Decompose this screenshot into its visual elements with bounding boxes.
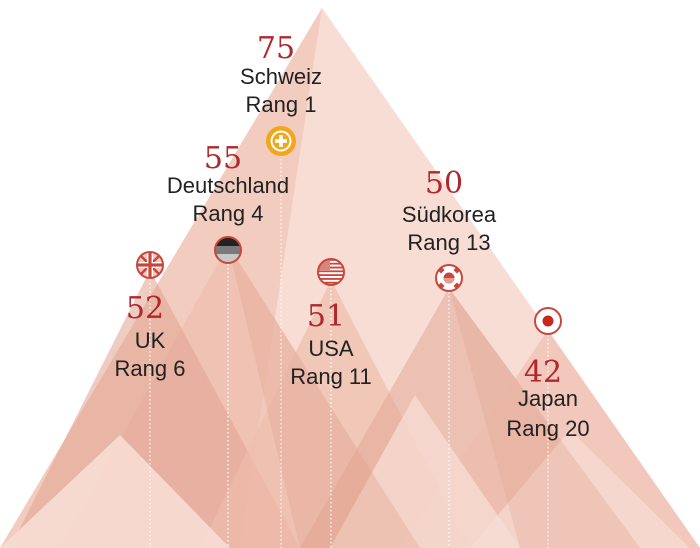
- score-value: 75: [257, 31, 295, 66]
- rank-label: Rang 13: [407, 230, 490, 255]
- country-name: Südkorea: [402, 202, 497, 227]
- rank-label: Rang 11: [290, 364, 372, 389]
- foothill-mid: [330, 395, 520, 548]
- uk-flag-icon: [136, 251, 164, 279]
- rank-label: Rang 1: [246, 92, 317, 117]
- deutschland-mountain-face: [228, 245, 420, 548]
- score-value: 51: [307, 299, 345, 334]
- switzerland-flag-icon: [266, 126, 296, 156]
- south-korea-flag-icon: [435, 264, 463, 292]
- japan-flag-icon: [534, 307, 562, 335]
- usa-flag-icon: [317, 258, 345, 286]
- country-name: Deutschland: [167, 173, 289, 198]
- suedkorea-mountain-face: [449, 288, 640, 548]
- germany-flag-icon: [214, 236, 242, 264]
- foothill-right: [470, 430, 690, 548]
- score-value: 50: [425, 166, 463, 201]
- mountain-background: [0, 8, 700, 548]
- country-name: Schweiz: [240, 64, 322, 89]
- foothill-left: [0, 435, 230, 548]
- rank-label: Rang 20: [506, 416, 589, 441]
- guide-lines: [149, 155, 549, 548]
- country-name: USA: [308, 336, 354, 361]
- rank-label: Rang 6: [115, 356, 186, 381]
- country-name: Japan: [518, 386, 578, 411]
- country-name: UK: [135, 328, 166, 353]
- score-value: 52: [126, 291, 164, 326]
- flag-markers: [136, 126, 562, 335]
- score-value: 55: [204, 141, 242, 176]
- score-value: 42: [524, 355, 562, 390]
- rank-label: Rang 4: [193, 201, 264, 226]
